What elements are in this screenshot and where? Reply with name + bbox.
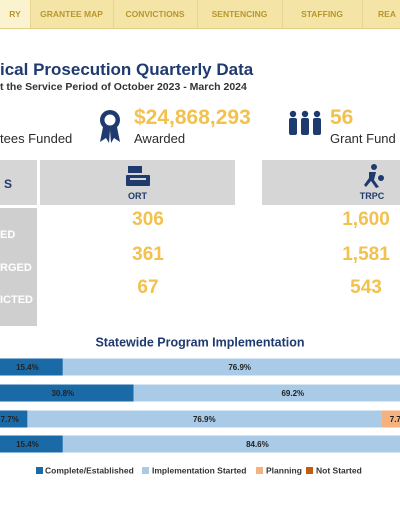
bar-segment — [27, 410, 382, 428]
legend-label: Complete/Established — [45, 465, 134, 475]
table-value: 543 — [350, 277, 382, 298]
column-header: TRPC — [262, 160, 400, 205]
table-value: 306 — [132, 209, 164, 230]
column-header-text: ORT — [128, 191, 147, 201]
data-label: 7.7% — [390, 415, 400, 424]
row-label-block — [0, 208, 37, 326]
legend-label: Planning — [266, 465, 302, 475]
table-corner-text: S — [4, 177, 13, 191]
column-header-text: TRPC — [359, 191, 385, 201]
row-label: ICTED — [0, 294, 33, 306]
page-subtitle: t the Service Period of October 2023 - M… — [0, 81, 247, 93]
bar-segment — [133, 384, 400, 402]
row-label: ED — [0, 229, 16, 241]
nav-tab[interactable]: STAFFING — [282, 0, 363, 28]
chart-title: Statewide Program Implementation — [95, 335, 304, 349]
bar-segment — [0, 435, 63, 453]
bar-segment — [0, 358, 63, 376]
bar-segment — [62, 435, 400, 453]
nav-tab[interactable]: CONVICTIONS — [113, 0, 198, 28]
chart: Statewide Program Implementation 15.4% 76… — [0, 335, 400, 475]
award-icon — [100, 110, 120, 143]
data-label: 84.6% — [246, 440, 269, 449]
nav-tab[interactable]: REA — [378, 9, 396, 19]
legend-label: Not Started — [316, 465, 362, 475]
data-label: 15.4% — [16, 363, 39, 372]
runner-icon — [364, 164, 384, 188]
table-corner: S — [0, 160, 37, 205]
kpi-label: Awarded — [134, 131, 186, 146]
legend-swatch — [36, 467, 43, 474]
data-label: 76.9% — [228, 363, 251, 372]
legend-swatch — [256, 467, 263, 474]
register-icon — [126, 166, 150, 186]
table-value: 361 — [132, 244, 164, 265]
legend-label: Implementation Started — [152, 465, 246, 475]
row-label: RGED — [0, 262, 32, 274]
data-label: 7.7% — [1, 415, 19, 424]
kpi-value: 56 — [330, 106, 354, 129]
data-label: 69.2% — [281, 389, 304, 398]
bar-segment — [62, 358, 400, 376]
table-value: 1,581 — [342, 244, 390, 265]
nav-bar: RY GRANTEE MAP CONVICTIONS SENTENCING ST… — [0, 0, 400, 29]
kpi-label: tees Funded — [0, 131, 73, 146]
kpi-label: Grant Fund — [330, 131, 396, 146]
legend-swatch — [142, 467, 149, 474]
bar-segment — [381, 410, 400, 428]
table-value: 67 — [137, 277, 159, 298]
nav-tab[interactable]: GRANTEE MAP — [30, 0, 114, 28]
bar-segment — [0, 410, 28, 428]
data-label: 30.8% — [51, 389, 74, 398]
legend-swatch — [306, 467, 313, 474]
people-icon — [289, 110, 321, 135]
bar-segment — [0, 384, 134, 402]
data-label: 15.4% — [16, 440, 39, 449]
nav-tab[interactable]: SENTENCING — [197, 0, 283, 28]
kpi-value: $24,868,293 — [134, 106, 251, 129]
nav-tab[interactable]: RY — [0, 0, 31, 28]
data-label: 76.9% — [193, 415, 216, 424]
table-value: 1,600 — [342, 209, 390, 230]
column-header: ORT — [40, 160, 235, 205]
page-title: ical Prosecution Quarterly Data — [0, 60, 254, 79]
